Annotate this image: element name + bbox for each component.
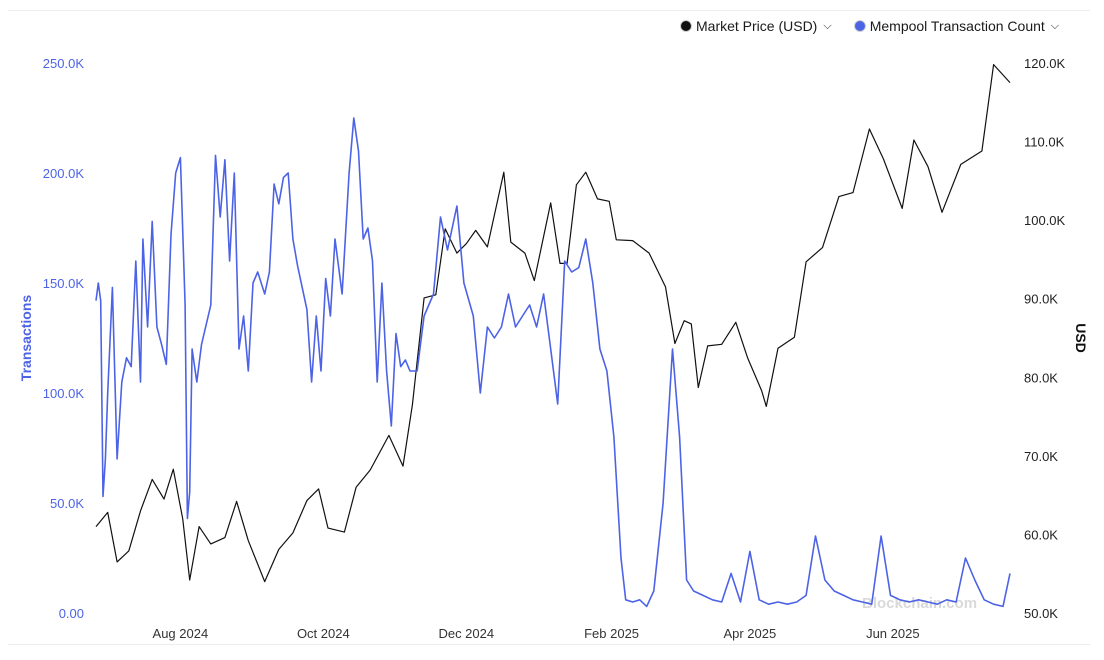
right-tick-label: 100.0K <box>1024 213 1066 228</box>
legend: Market Price (USD) ⌵ Mempool Transaction… <box>680 18 1059 34</box>
x-tick-label: Jun 2025 <box>866 626 920 641</box>
x-tick-label: Apr 2025 <box>723 626 776 641</box>
x-tick-label: Dec 2024 <box>438 626 494 641</box>
bottom-divider <box>8 644 1090 645</box>
right-tick-label: 50.0K <box>1024 606 1058 621</box>
mempool-legend-dot <box>853 20 866 32</box>
chevron-down-icon[interactable]: ⌵ <box>823 19 832 32</box>
right-tick-label: 90.0K <box>1024 292 1058 307</box>
right-axis-ticks: 50.0K 60.0K 70.0K 80.0K 90.0K 100.0K 110.0K 120… <box>1024 56 1066 621</box>
x-axis-ticks: Aug 2024 Oct 2024 Dec 2024 Feb 2025 Apr 2025… <box>153 626 920 641</box>
right-axis-title: USD <box>1073 323 1089 353</box>
x-tick-label: Oct 2024 <box>297 626 350 641</box>
market-price-legend-label: Market Price (USD) <box>696 18 818 34</box>
series-lines <box>95 63 1011 608</box>
right-tick-label: 60.0K <box>1024 527 1058 542</box>
legend-item-mempool[interactable]: Mempool Transaction Count ⌵ <box>853 18 1060 34</box>
right-tick-label: 110.0K <box>1024 135 1065 150</box>
mempool-legend-label: Mempool Transaction Count <box>869 18 1045 34</box>
left-axis-ticks: 0.00 50.0K 100.0K 150.0K 200.0K 250.0K <box>43 56 85 621</box>
top-divider <box>8 10 1090 11</box>
watermark: Blockchain.com <box>862 595 977 612</box>
market-price-line <box>95 63 1011 583</box>
left-tick-label: 0.00 <box>59 606 84 621</box>
left-tick-label: 200.0K <box>43 166 85 181</box>
left-tick-label: 150.0K <box>43 276 85 291</box>
mempool-transaction-count-line <box>95 117 1011 608</box>
chevron-down-icon[interactable]: ⌵ <box>1050 19 1060 32</box>
right-tick-label: 70.0K <box>1024 449 1058 464</box>
left-axis-title: Transactions <box>18 295 34 382</box>
legend-item-market-price[interactable]: Market Price (USD) ⌵ <box>680 18 832 34</box>
market-price-legend-dot <box>680 20 692 32</box>
x-tick-label: Feb 2025 <box>584 626 639 641</box>
left-tick-label: 50.0K <box>50 496 84 511</box>
left-tick-label: 250.0K <box>43 56 85 71</box>
x-tick-label: Aug 2024 <box>153 626 209 641</box>
left-tick-label: 100.0K <box>43 386 85 401</box>
right-tick-label: 80.0K <box>1024 370 1058 385</box>
right-tick-label: 120.0K <box>1024 56 1066 71</box>
